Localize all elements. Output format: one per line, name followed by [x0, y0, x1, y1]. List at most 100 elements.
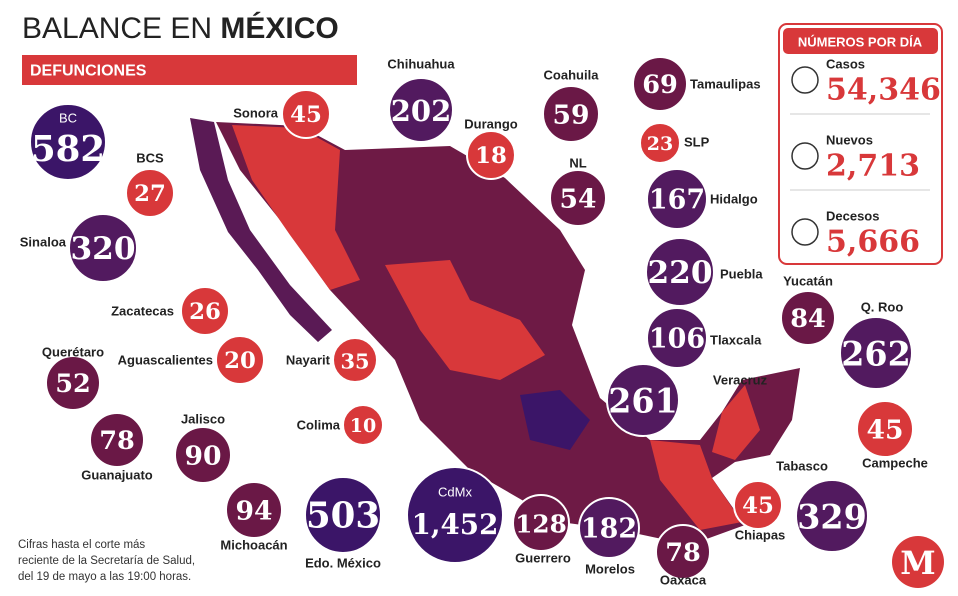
state-value: 128	[515, 510, 567, 539]
summary-value: 5,666	[826, 225, 920, 260]
bubble	[281, 89, 331, 139]
bubble	[125, 168, 175, 218]
state-value: 35	[340, 349, 369, 374]
state-bubble: 45 Chiapas	[733, 480, 786, 543]
state-name: Q. Roo	[861, 300, 904, 315]
state-bubble: 23 SLP	[639, 122, 710, 164]
state-bubble: 503 Edo. México	[304, 476, 382, 571]
state-bubble: 1,452 CdMx	[406, 466, 504, 564]
state-name: Campeche	[862, 456, 928, 471]
state-bubble: 202 Chihuahua	[387, 57, 455, 143]
state-name: Michoacán	[220, 538, 287, 553]
bubble	[549, 169, 607, 227]
state-bubble: 18 Durango	[464, 117, 518, 180]
bubble	[466, 130, 516, 180]
state-name: NL	[569, 156, 586, 171]
bubble	[856, 400, 914, 458]
state-value: 167	[649, 185, 705, 216]
bubble	[180, 286, 230, 336]
state-value: 45	[290, 102, 322, 128]
state-value: 45	[742, 493, 774, 519]
state-name: Aguascalientes	[118, 353, 213, 368]
state-name: Tlaxcala	[710, 333, 762, 348]
state-bubble: 261 Veracruz	[606, 363, 768, 437]
bubble	[795, 479, 869, 553]
summary-label: Casos	[826, 57, 865, 72]
state-name: Chiapas	[735, 528, 786, 543]
logo-text: M	[900, 544, 935, 582]
summary-header	[783, 28, 938, 54]
state-name: BC	[59, 111, 77, 126]
bubble	[225, 481, 283, 539]
region-red-north	[232, 125, 360, 290]
state-value: 27	[134, 181, 166, 207]
state-bubble: 182 Morelos	[578, 497, 640, 577]
state-name: Oaxaca	[660, 573, 707, 588]
state-value: 26	[189, 299, 221, 325]
bubble	[655, 524, 711, 580]
footnote: reciente de la Secretaría de Salud,	[18, 555, 195, 567]
state-value: 182	[581, 514, 637, 545]
state-value: 90	[184, 441, 221, 472]
state-value: 262	[841, 335, 911, 374]
state-value: 54	[559, 184, 596, 215]
bubble	[639, 122, 681, 164]
summary-icon	[791, 142, 819, 170]
summary-box	[778, 23, 943, 265]
state-name: Tabasco	[776, 459, 828, 474]
footnote: del 19 de mayo a las 19:00 horas.	[18, 571, 191, 583]
state-bubble: 262 Q. Roo	[839, 300, 913, 390]
summary-label: Nuevos	[826, 133, 873, 148]
state-bubble: 45 Sonora	[233, 89, 331, 139]
bubble	[388, 77, 454, 143]
state-name: CdMx	[438, 485, 472, 500]
bubble	[839, 316, 913, 390]
title: BALANCE EN MÉXICO	[22, 11, 339, 45]
bubble	[68, 213, 138, 283]
state-name: Colima	[297, 418, 341, 433]
bubble	[645, 237, 715, 307]
state-bubble: 220 Puebla	[645, 237, 763, 307]
state-bubble: 106 Tlaxcala	[646, 307, 762, 369]
state-bubble: 167 Hidalgo	[646, 168, 758, 230]
bubble	[406, 466, 504, 564]
state-bubble: 35 Nayarit	[286, 337, 378, 383]
bubble	[542, 85, 600, 143]
bubble	[632, 56, 688, 112]
logo: M	[892, 536, 944, 588]
state-value: 220	[647, 255, 712, 291]
state-bubble: 78 Guanajuato	[81, 412, 153, 483]
bubble	[89, 412, 145, 468]
state-value: 52	[55, 369, 91, 399]
map	[190, 118, 800, 545]
state-name: Morelos	[585, 562, 635, 577]
bubble	[29, 103, 107, 181]
state-bubble: 94 Michoacán	[220, 481, 288, 553]
state-bubble: 78 Oaxaca	[655, 524, 711, 588]
state-name: Guanajuato	[81, 468, 153, 483]
state-value: 202	[391, 94, 452, 128]
state-value: 45	[866, 415, 903, 446]
state-name: Tamaulipas	[690, 77, 761, 92]
summary-icon	[791, 218, 819, 246]
state-name: BCS	[136, 151, 164, 166]
state-bubble: 10 Colima	[297, 404, 384, 446]
region-purple-center	[520, 390, 590, 450]
title-bold: MÉXICO	[220, 11, 338, 45]
summary-value: 54,346	[826, 73, 941, 108]
state-value: 582	[31, 129, 105, 170]
state-value: 23	[647, 133, 673, 155]
state-value: 10	[350, 415, 376, 437]
state-value: 261	[608, 382, 678, 421]
region-red-south	[650, 440, 742, 530]
state-value: 503	[306, 496, 380, 537]
state-name: Guerrero	[515, 551, 571, 566]
bubble	[646, 307, 708, 369]
state-bubble: 582 BC	[29, 103, 107, 181]
summary-title: NÚMEROS POR DÍA	[798, 35, 923, 50]
state-value: 78	[665, 538, 701, 568]
state-name: Sonora	[233, 106, 279, 121]
state-name: Querétaro	[42, 345, 104, 360]
state-name: SLP	[684, 135, 710, 150]
